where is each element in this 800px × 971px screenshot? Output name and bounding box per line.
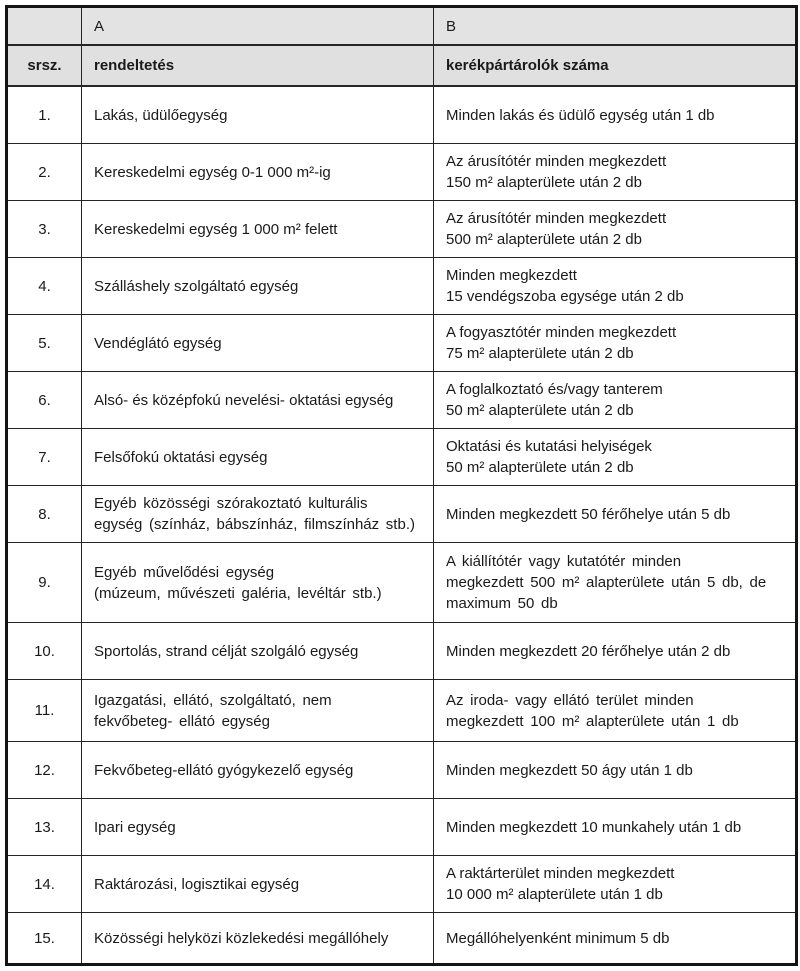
column-letter-row: A B xyxy=(6,6,797,46)
storage-count-cell: Az árusítótér minden megkezdett 150 m² a… xyxy=(433,143,797,201)
storage-count-cell: A kiállítótér vagy kutatótér minden megk… xyxy=(433,542,797,623)
table-row: 11. Igazgatási, ellátó, szolgáltató, nem… xyxy=(6,679,797,742)
storage-count-cell: Oktatási és kutatási helyiségek 50 m² al… xyxy=(433,428,797,486)
table-row: 13. Ipari egység Minden megkezdett 10 mu… xyxy=(6,798,797,856)
storage-count-cell: Minden megkezdett 15 vendégszoba egysége… xyxy=(433,257,797,315)
storage-count-cell: Minden megkezdett 10 munkahely után 1 db xyxy=(433,798,797,856)
table-row: 12. Fekvőbeteg-ellátó gyógykezelő egység… xyxy=(6,741,797,799)
row-number-cell: 3. xyxy=(6,200,82,258)
table-row: 7. Felsőfokú oktatási egység Oktatási és… xyxy=(6,428,797,486)
storage-count-cell: Minden megkezdett 20 férőhelye után 2 db xyxy=(433,622,797,680)
row-number-cell: 12. xyxy=(6,741,82,799)
purpose-cell: Szálláshely szolgáltató egység xyxy=(81,257,434,315)
table-row: 8. Egyéb közösségi szórakoztató kulturál… xyxy=(6,485,797,543)
row-number-cell: 2. xyxy=(6,143,82,201)
purpose-cell: Kereskedelmi egység 0-1 000 m²-ig xyxy=(81,143,434,201)
purpose-cell: Fekvőbeteg-ellátó gyógykezelő egység xyxy=(81,741,434,799)
purpose-cell: Felsőfokú oktatási egység xyxy=(81,428,434,486)
table-row: 1. Lakás, üdülőegység Minden lakás és üd… xyxy=(6,85,797,144)
purpose-cell: Kereskedelmi egység 1 000 m² felett xyxy=(81,200,434,258)
row-number-cell: 11. xyxy=(6,679,82,742)
purpose-cell: Egyéb művelődési egység (múzeum, művésze… xyxy=(81,542,434,623)
storage-count-header-cell: kerékpártárolók száma xyxy=(433,44,797,87)
purpose-header-cell: rendeltetés xyxy=(81,44,434,87)
storage-count-cell: Megállóhelyenként minimum 5 db xyxy=(433,912,797,965)
table-row: 6. Alsó- és középfokú nevelési- oktatási… xyxy=(6,371,797,429)
purpose-cell: Sportolás, strand célját szolgáló egység xyxy=(81,622,434,680)
table-row: 2. Kereskedelmi egység 0-1 000 m²-ig Az … xyxy=(6,143,797,201)
row-number-cell: 7. xyxy=(6,428,82,486)
table-row: 10. Sportolás, strand célját szolgáló eg… xyxy=(6,622,797,680)
purpose-cell: Raktározási, logisztikai egység xyxy=(81,855,434,913)
purpose-cell: Közösségi helyközi közlekedési megállóhe… xyxy=(81,912,434,965)
table-row: 15. Közösségi helyközi közlekedési megál… xyxy=(6,912,797,965)
purpose-cell: Ipari egység xyxy=(81,798,434,856)
storage-count-cell: A fogyasztótér minden megkezdett 75 m² a… xyxy=(433,314,797,372)
purpose-cell: Vendéglátó egység xyxy=(81,314,434,372)
purpose-cell: Alsó- és középfokú nevelési- oktatási eg… xyxy=(81,371,434,429)
sub-header-row: srsz. rendeltetés kerékpártárolók száma xyxy=(6,44,797,87)
row-number-cell: 15. xyxy=(6,912,82,965)
column-b-header: B xyxy=(433,6,797,46)
table-row: 5. Vendéglátó egység A fogyasztótér mind… xyxy=(6,314,797,372)
table-row: 4. Szálláshely szolgáltató egység Minden… xyxy=(6,257,797,315)
column-a-header: A xyxy=(81,6,434,46)
row-number-cell: 9. xyxy=(6,542,82,623)
table-row: 14. Raktározási, logisztikai egység A ra… xyxy=(6,855,797,913)
row-number-cell: 10. xyxy=(6,622,82,680)
row-number-cell: 8. xyxy=(6,485,82,543)
storage-count-cell: Minden megkezdett 50 ágy után 1 db xyxy=(433,741,797,799)
row-number-cell: 13. xyxy=(6,798,82,856)
storage-count-cell: Minden megkezdett 50 férőhelye után 5 db xyxy=(433,485,797,543)
purpose-cell: Egyéb közösségi szórakoztató kulturális … xyxy=(81,485,434,543)
purpose-cell: Lakás, üdülőegység xyxy=(81,85,434,144)
row-number-cell: 14. xyxy=(6,855,82,913)
serial-header-cell: srsz. xyxy=(6,44,82,87)
storage-count-cell: Az iroda- vagy ellátó terület minden meg… xyxy=(433,679,797,742)
row-number-cell: 6. xyxy=(6,371,82,429)
storage-count-cell: A raktárterület minden megkezdett 10 000… xyxy=(433,855,797,913)
storage-count-cell: Az árusítótér minden megkezdett 500 m² a… xyxy=(433,200,797,258)
bike-storage-table: A B srsz. rendeltetés kerékpártárolók sz… xyxy=(5,5,798,966)
purpose-cell: Igazgatási, ellátó, szolgáltató, nem fek… xyxy=(81,679,434,742)
storage-count-cell: Minden lakás és üdülő egység után 1 db xyxy=(433,85,797,144)
row-number-cell: 1. xyxy=(6,85,82,144)
row-number-cell: 4. xyxy=(6,257,82,315)
row-number-cell: 5. xyxy=(6,314,82,372)
table-row: 3. Kereskedelmi egység 1 000 m² felett A… xyxy=(6,200,797,258)
corner-cell xyxy=(6,6,82,46)
storage-count-cell: A foglalkoztató és/vagy tanterem 50 m² a… xyxy=(433,371,797,429)
table-row: 9. Egyéb művelődési egység (múzeum, művé… xyxy=(6,542,797,623)
